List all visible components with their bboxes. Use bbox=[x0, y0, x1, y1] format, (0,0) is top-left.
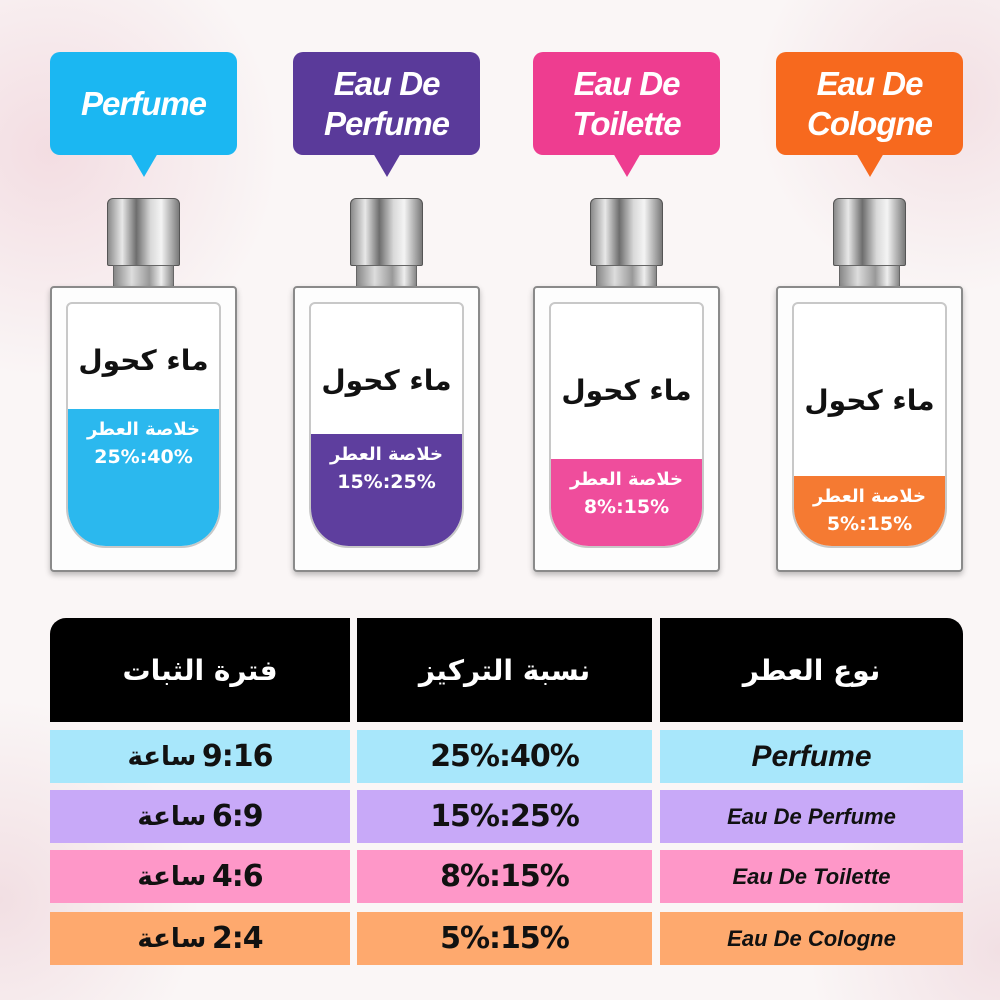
bottle-cap bbox=[590, 198, 663, 266]
duration-cell: ساعة 2:4 bbox=[50, 912, 350, 965]
bottle-body: ماء كحول خلاصة العطر 25%:40% bbox=[50, 286, 237, 572]
essence-concentration: 5%:15% bbox=[826, 513, 913, 535]
bottle-neck bbox=[356, 265, 417, 287]
bottle-cap bbox=[107, 198, 180, 266]
duration-cell: ساعة 9:16 bbox=[50, 730, 350, 783]
duration-unit: ساعة bbox=[137, 861, 207, 892]
bottle-body: ماء كحول خلاصة العطر 15%:25% bbox=[293, 286, 480, 572]
concentration-cell: 15%:25% bbox=[357, 790, 652, 843]
bubble-label: Eau De Perfume bbox=[323, 64, 450, 142]
essence-liquid: خلاصة العطر 8%:15% bbox=[551, 458, 702, 546]
bubble-perfume: Perfume bbox=[50, 52, 237, 177]
duration-value: 9:16 bbox=[201, 739, 274, 774]
bubble-label: Eau De Cologne bbox=[807, 64, 933, 142]
essence-label: خلاصة العطر bbox=[812, 486, 927, 507]
bottle-cap bbox=[350, 198, 423, 266]
water-alcohol-label: ماء كحول bbox=[804, 384, 935, 417]
essence-liquid: خلاصة العطر 5%:15% bbox=[794, 476, 945, 546]
concentration-value: 15%:25% bbox=[430, 799, 580, 834]
concentration-value: 8%:15% bbox=[440, 859, 570, 894]
essence-label: خلاصة العطر bbox=[329, 443, 444, 465]
duration-value: 6:9 bbox=[211, 799, 264, 834]
essence-label: خلاصة العطر bbox=[86, 418, 201, 440]
header-concentration: نسبة التركيز bbox=[357, 618, 652, 722]
essence-concentration: 15%:25% bbox=[337, 470, 436, 493]
type-cell: Eau De Perfume bbox=[660, 790, 963, 843]
bottle-neck bbox=[596, 265, 657, 287]
essence-liquid: خلاصة العطر 15%:25% bbox=[311, 433, 462, 546]
bottle-edc: ماء كحول خلاصة العطر 5%:15% bbox=[776, 198, 963, 574]
header-duration: فترة الثبات bbox=[50, 618, 350, 722]
bottle-neck bbox=[839, 265, 900, 287]
type-value: Eau De Cologne bbox=[727, 925, 896, 951]
concentration-value: 25%:40% bbox=[430, 739, 580, 774]
bottle-cap bbox=[833, 198, 906, 266]
bottle-edt: ماء كحول خلاصة العطر 8%:15% bbox=[533, 198, 720, 574]
type-cell: Eau De Toilette bbox=[660, 850, 963, 903]
water-alcohol-label: ماء كحول bbox=[561, 374, 692, 407]
duration-unit: ساعة bbox=[127, 741, 197, 772]
essence-concentration: 8%:15% bbox=[583, 495, 670, 518]
type-value: Eau De Perfume bbox=[727, 803, 896, 829]
type-value: Eau De Toilette bbox=[732, 863, 891, 889]
concentration-value: 5%:15% bbox=[440, 921, 570, 956]
duration-value: 4:6 bbox=[211, 859, 264, 894]
bubble-edc: Eau De Cologne bbox=[776, 52, 963, 177]
duration-value: 2:4 bbox=[211, 921, 264, 956]
header-type: نوع العطر bbox=[660, 618, 963, 722]
essence-label: خلاصة العطر bbox=[569, 468, 684, 490]
bottle-edp: ماء كحول خلاصة العطر 15%:25% bbox=[293, 198, 480, 574]
concentration-cell: 25%:40% bbox=[357, 730, 652, 783]
duration-cell: ساعة 4:6 bbox=[50, 850, 350, 903]
bottle-neck bbox=[113, 265, 174, 287]
essence-concentration: 25%:40% bbox=[94, 445, 193, 468]
concentration-cell: 8%:15% bbox=[357, 850, 652, 903]
type-cell: Perfume bbox=[660, 730, 963, 783]
type-cell: Eau De Cologne bbox=[660, 912, 963, 965]
bubble-edt: Eau De Toilette bbox=[533, 52, 720, 177]
bottle-perfume: ماء كحول خلاصة العطر 25%:40% bbox=[50, 198, 237, 574]
concentration-cell: 5%:15% bbox=[357, 912, 652, 965]
duration-unit: ساعة bbox=[137, 801, 207, 832]
duration-unit: ساعة bbox=[137, 923, 207, 954]
water-alcohol-label: ماء كحول bbox=[78, 344, 209, 377]
water-alcohol-label: ماء كحول bbox=[321, 364, 452, 397]
bottle-body: ماء كحول خلاصة العطر 5%:15% bbox=[776, 286, 963, 572]
essence-liquid: خلاصة العطر 25%:40% bbox=[68, 408, 219, 546]
bubble-edp: Eau De Perfume bbox=[293, 52, 480, 177]
duration-cell: ساعة 6:9 bbox=[50, 790, 350, 843]
bubble-label: Perfume bbox=[80, 84, 207, 122]
bubble-label: Eau De Toilette bbox=[572, 64, 681, 142]
type-value: Perfume bbox=[751, 739, 872, 773]
bottle-body: ماء كحول خلاصة العطر 8%:15% bbox=[533, 286, 720, 572]
